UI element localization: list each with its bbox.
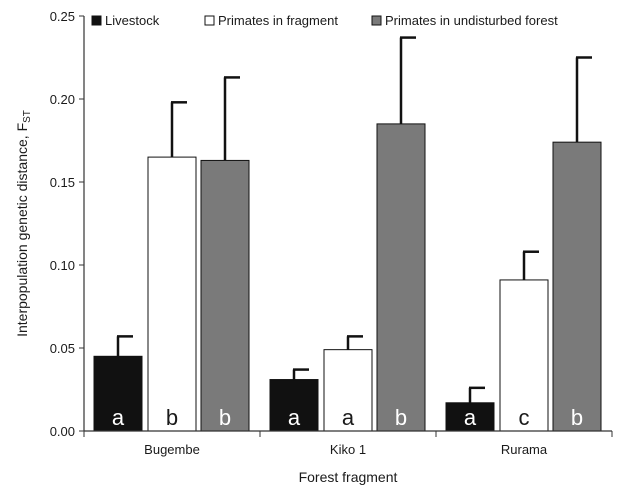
- legend-swatch: [371, 15, 382, 26]
- bar-letter-label: b: [166, 405, 178, 430]
- x-category-label: Bugembe: [144, 442, 200, 457]
- x-category-label: Kiko 1: [330, 442, 366, 457]
- y-axis-title-main: Interpopulation genetic distance, F: [14, 123, 30, 337]
- bar-letter-label: b: [219, 405, 231, 430]
- legend-label: Primates in undisturbed forest: [385, 13, 558, 28]
- legend-label: Primates in fragment: [218, 13, 338, 28]
- legend: Livestock Primates in fragment Primates in…: [91, 13, 558, 28]
- bar-letter-label: b: [395, 405, 407, 430]
- x-category-label: Rurama: [501, 442, 548, 457]
- bar-letter-label: c: [519, 405, 530, 430]
- y-tick-label: 0.20: [50, 92, 75, 107]
- y-tick-label: 0.05: [50, 341, 75, 356]
- bar-letter-label: a: [464, 405, 477, 430]
- bar: [147, 156, 197, 432]
- bar: [376, 123, 426, 432]
- y-tick-label: 0.15: [50, 175, 75, 190]
- y-tick-label: 0.10: [50, 258, 75, 273]
- y-axis-title: Interpopulation genetic distance, FST: [14, 110, 33, 337]
- y-axis-title-subscript: ST: [22, 110, 33, 123]
- bar: [499, 279, 549, 432]
- bar: [93, 355, 143, 432]
- bar: [200, 159, 250, 432]
- legend-swatch: [91, 15, 102, 26]
- bar-letter-label: b: [571, 405, 583, 430]
- bar-letter-label: a: [342, 405, 355, 430]
- legend-swatch: [204, 15, 215, 26]
- bar-letter-label: a: [112, 405, 125, 430]
- ticks-layer: 0.00 0.05 0.10 0.15 0.20 0.25 Bugembe Kiko 1 Rur…: [50, 9, 613, 457]
- axes-layer: [83, 16, 612, 432]
- y-tick-label: 0.25: [50, 9, 75, 24]
- bar: [323, 349, 373, 432]
- bar: [269, 379, 319, 432]
- bar-letter-label: a: [288, 405, 301, 430]
- bar: [552, 141, 602, 432]
- y-tick-label: 0.00: [50, 424, 75, 439]
- legend-label: Livestock: [105, 13, 160, 28]
- x-axis-title: Forest fragment: [299, 469, 398, 485]
